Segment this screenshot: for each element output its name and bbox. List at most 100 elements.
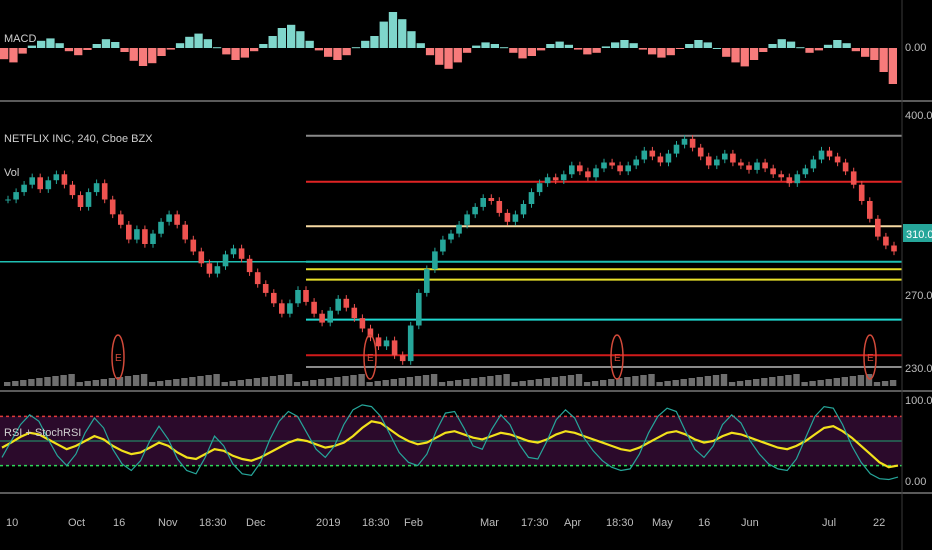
candle-body [424,269,430,293]
price-panel[interactable]: E E E E NETFLIX INC, 240, Cboe BZX Vol 400.… [0,110,932,386]
macd-bar [194,33,203,48]
candle-body [834,156,841,163]
macd-bar [101,39,111,48]
candle-body [480,198,486,207]
candle-body [416,292,422,326]
earnings-marker[interactable]: E [610,334,624,380]
stoch-line [1,404,899,481]
candle-body [150,233,156,244]
volume-bars [4,374,897,386]
candle-body [496,201,503,213]
candle-body [174,214,180,225]
macd-bar [277,28,286,48]
volume-bar [173,379,180,386]
volume-bar [342,376,349,386]
volume-bar [84,381,91,386]
macd-bar [342,48,351,56]
volume-bar [809,381,816,386]
candle-body [633,159,639,166]
candle-body [794,174,801,184]
volume-bar [293,382,301,386]
macd-bar [111,42,120,48]
macd-bar [509,48,518,53]
volume-bar [543,378,550,386]
macd-panel[interactable]: MACD 0.00 [0,12,926,84]
macd-bar [499,47,509,49]
candle-body [738,162,744,166]
candle-body [399,355,406,362]
macd-bar [536,48,546,51]
volume-bar [463,379,470,386]
volume-bar [334,377,341,386]
macd-bar [138,48,148,66]
candle-body [166,214,172,222]
volume-bar [374,381,381,386]
volume-bar [704,376,712,386]
macd-bar [27,45,37,48]
volume-bar [471,378,478,386]
volume-bar [116,377,124,386]
candle-body [69,184,76,196]
macd-bar [583,48,592,55]
macd-bar [120,48,129,52]
macd-bar [629,43,638,48]
macd-bar [796,47,805,49]
macd-bar [55,43,64,48]
macd-bar [740,48,749,67]
candle-body [585,171,591,178]
candle-body [689,138,696,148]
earnings-marker[interactable]: E [863,334,877,380]
volume-bar [640,375,647,386]
volume-bar [398,378,405,386]
macd-bar [546,44,555,48]
macd-bar [250,48,259,52]
volume-label: Vol [4,167,19,179]
candle-body [440,239,446,252]
candle-body [230,248,237,255]
earnings-marker[interactable]: E [363,334,377,380]
macd-bar [666,48,675,56]
price-candles [5,135,897,365]
candle-body [77,195,84,207]
candle-body [367,328,374,338]
volume-bar [841,377,848,386]
volume-bar [221,382,228,386]
volume-bar [527,380,534,386]
macd-bar [351,47,361,49]
price-tick-230: 230.00 [905,363,932,375]
volume-bar [600,380,607,386]
volume-bar [777,376,784,386]
time-tick-label: 16 [113,517,125,529]
time-tick-label: 10 [6,517,18,529]
candle-body [254,272,261,285]
candle-body [391,340,398,356]
earnings-marker[interactable]: E [111,334,125,380]
volume-bar [100,379,107,386]
macd-bar [324,48,333,57]
oscillator-panel[interactable]: RSI + StochRSI 100.00 0.00 [0,395,932,488]
candle-body [29,177,35,185]
candle-body [383,340,390,347]
volume-bar [277,375,285,386]
candle-body [432,251,438,270]
volume-bar [157,381,164,386]
volume-bar [672,380,679,386]
volume-bar [60,375,67,386]
macd-bar [833,40,842,48]
volume-bar [616,378,623,386]
macd-bar [601,46,611,48]
macd-bar [722,48,731,57]
candle-body [560,174,567,181]
volume-bar [205,375,212,386]
svg-text:E: E [614,353,621,364]
time-axis[interactable]: 10 Oct 16 Nov 18:30 Dec 2019 18:30 Feb Mar 17:30 Ap… [6,517,885,529]
candle-body [472,206,478,215]
macd-bar [712,48,722,49]
macd-bar [129,48,138,61]
candle-body [101,183,108,200]
candle-body [681,138,688,145]
candle-body [867,201,873,219]
macd-bar [527,48,536,56]
macd-bar [675,48,685,49]
